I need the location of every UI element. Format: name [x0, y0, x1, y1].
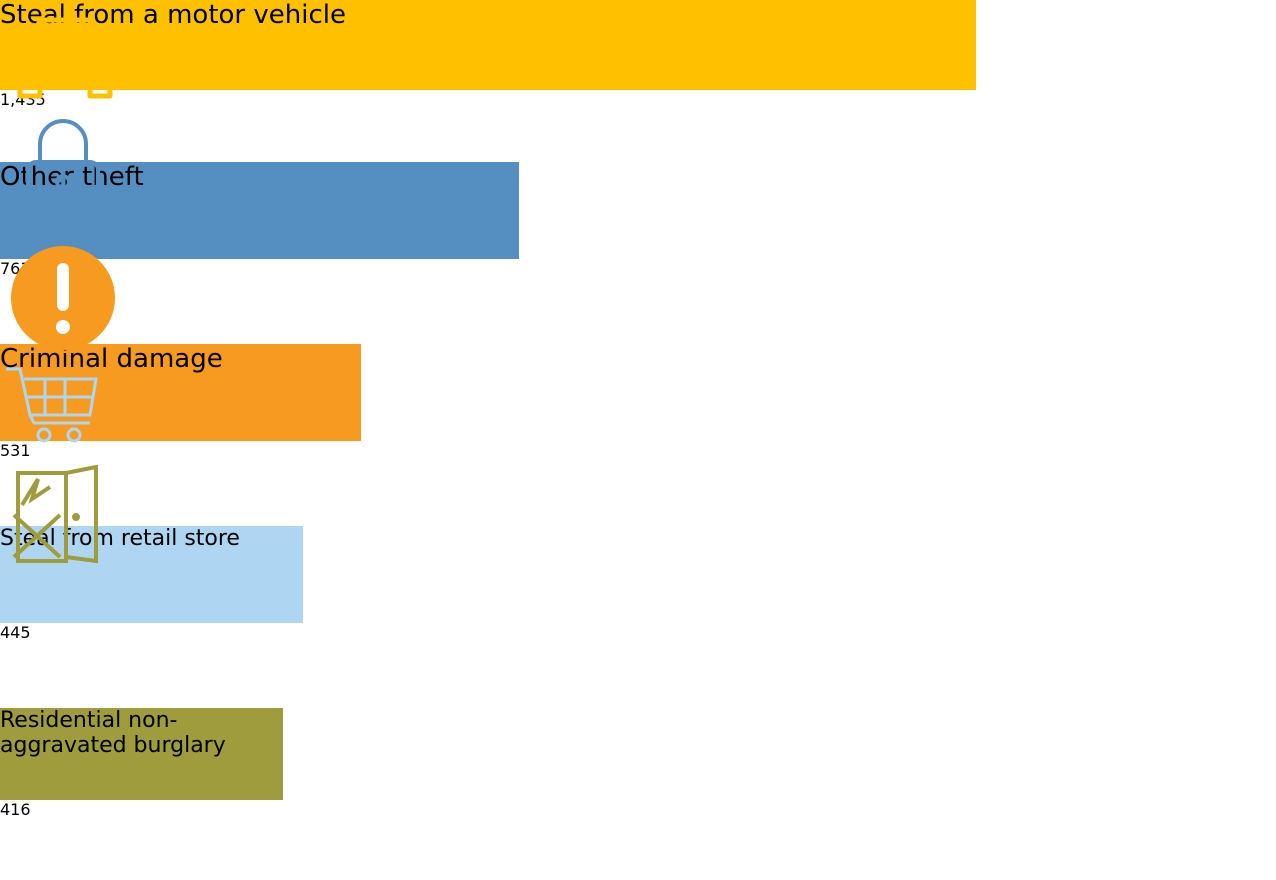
- infographic: (() => { const data = JSON.parse(documen…: [0, 0, 976, 819]
- car-icon: [9, 17, 121, 99]
- value-label: 531: [0, 441, 31, 460]
- category-label: Steal from a motor vehicle: [0, 0, 346, 30]
- bar: Residential non-aggravated burglary: [0, 708, 283, 800]
- value-label: 416: [0, 800, 31, 819]
- bar: Other theft: [0, 162, 519, 259]
- alert-icon: [11, 246, 115, 350]
- cart-icon: [6, 367, 98, 443]
- value-label: 445: [0, 623, 31, 642]
- lock-icon: [26, 119, 100, 218]
- category-label: Residential non-aggravated burglary: [0, 708, 226, 758]
- door-icon: [12, 465, 98, 564]
- bar: Criminal damage: [0, 344, 362, 441]
- bar: Steal from a motor vehicle: [0, 0, 976, 90]
- category-label: Other theft: [0, 162, 144, 192]
- value-label: 763: [0, 259, 31, 278]
- category-label: Criminal damage: [0, 344, 223, 374]
- value-label: 1,435: [0, 90, 46, 109]
